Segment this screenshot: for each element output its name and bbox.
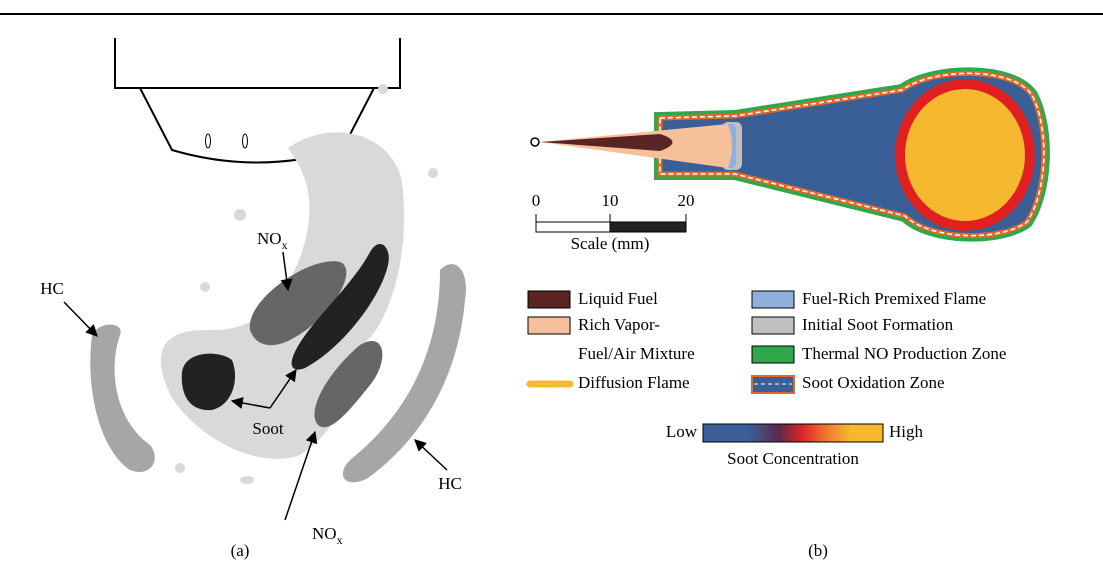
caption: (b) <box>808 541 828 560</box>
nozzle-tip <box>531 138 539 146</box>
scale-tick: 10 <box>602 191 619 210</box>
panel-a: HC NOx Soot NOx HC (a) <box>40 38 466 560</box>
label: HC <box>40 279 64 298</box>
scale-bar <box>536 222 610 232</box>
figure: HC NOx Soot NOx HC (a) 0 10 20 Scale (mm… <box>0 0 1103 584</box>
legend-label: Rich Vapor- <box>578 315 660 334</box>
colorbar <box>703 424 883 442</box>
legend-swatch <box>752 317 794 334</box>
colorbar-low: Low <box>666 422 698 441</box>
legend-swatch <box>528 291 570 308</box>
label: Soot <box>252 419 283 438</box>
diffusion-core <box>905 89 1025 221</box>
scale-tick: 20 <box>678 191 695 210</box>
hole <box>243 134 248 148</box>
legend-label: Initial Soot Formation <box>802 315 954 334</box>
legend-label: Diffusion Flame <box>578 373 690 392</box>
legend-label: Fuel-Rich Premixed Flame <box>802 289 986 308</box>
caption: (a) <box>231 541 250 560</box>
legend-swatch <box>752 376 794 393</box>
legend-label: Liquid Fuel <box>578 289 658 308</box>
hc-zone <box>90 324 154 471</box>
legend-label: Fuel/Air Mixture <box>578 344 695 363</box>
label: NOx <box>257 229 288 252</box>
hole <box>206 134 211 148</box>
colorbar-high: High <box>889 422 924 441</box>
legend-swatch <box>752 346 794 363</box>
panel-b: 0 10 20 Scale (mm) Liquid Fuel Rich Vapo… <box>528 73 1044 560</box>
label: HC <box>438 474 462 493</box>
legend-label: Soot Oxidation Zone <box>802 373 945 392</box>
scale-bar <box>610 222 686 232</box>
injector <box>115 38 400 88</box>
scale-label: Scale (mm) <box>571 234 650 253</box>
scale-tick: 0 <box>532 191 541 210</box>
legend-swatch <box>528 317 570 334</box>
legend-label: Thermal NO Production Zone <box>802 344 1006 363</box>
label: NOx <box>312 524 343 547</box>
legend-swatch <box>752 291 794 308</box>
colorbar-label: Soot Concentration <box>727 449 859 468</box>
